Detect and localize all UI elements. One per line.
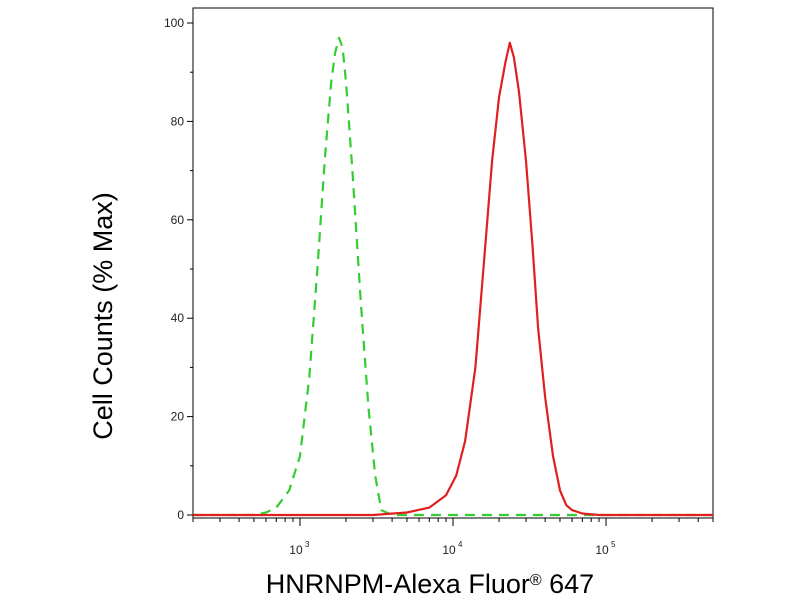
x-tick-label-exponent: 3 xyxy=(305,540,310,549)
x-tick-label: 10 xyxy=(289,543,303,557)
x-axis: 10 3 10 4 10 5 xyxy=(192,518,714,557)
y-axis-title: Cell Counts (% Max) xyxy=(88,192,118,440)
x-axis-title: HNRNPM-Alexa Fluor® 647 xyxy=(266,569,594,599)
y-tick-label: 60 xyxy=(171,213,185,227)
y-tick-label: 20 xyxy=(171,410,185,424)
x-tick-label: 10 xyxy=(442,543,456,557)
y-tick-label: 100 xyxy=(164,16,184,30)
x-tick-label: 10 xyxy=(595,543,609,557)
plot-border xyxy=(192,7,714,519)
y-tick-label: 40 xyxy=(171,311,185,325)
x-tick-label-exponent: 4 xyxy=(458,540,463,549)
x-axis-title-reg: ® xyxy=(530,572,542,589)
y-tick-label: 80 xyxy=(171,114,185,128)
x-axis-title-main: HNRNPM-Alexa Fluor xyxy=(266,569,530,599)
x-axis-title-tail: 647 xyxy=(542,569,595,599)
y-axis: 0 20 40 60 80 100 xyxy=(164,16,193,522)
plot-frame xyxy=(192,7,714,519)
y-tick-label: 0 xyxy=(177,508,184,522)
series-layer xyxy=(193,36,713,517)
x-tick-label-exponent: 5 xyxy=(611,540,616,549)
series-line-2 xyxy=(193,41,713,517)
series-line-1 xyxy=(193,36,713,517)
